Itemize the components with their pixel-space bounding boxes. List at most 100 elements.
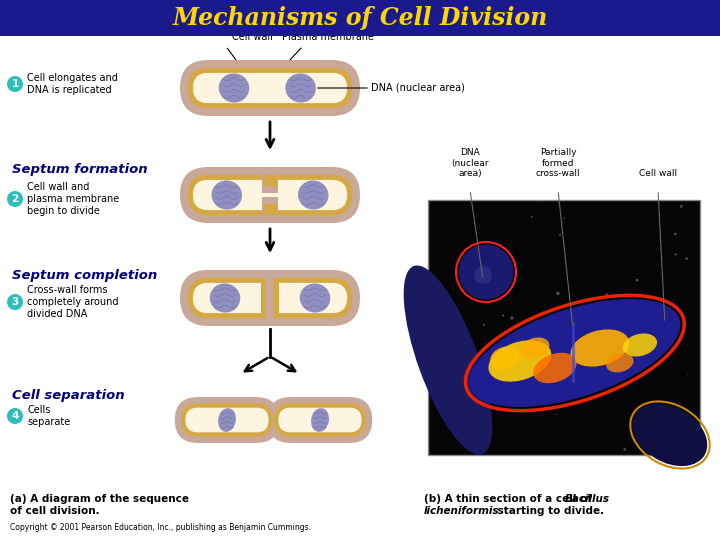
Circle shape <box>511 350 513 352</box>
Circle shape <box>564 218 565 219</box>
FancyBboxPatch shape <box>193 73 347 103</box>
Ellipse shape <box>488 340 552 382</box>
Ellipse shape <box>210 284 240 313</box>
Text: Bacillus: Bacillus <box>565 494 610 504</box>
Circle shape <box>644 332 646 334</box>
FancyBboxPatch shape <box>185 408 269 433</box>
Circle shape <box>543 361 545 363</box>
Ellipse shape <box>633 404 707 466</box>
Circle shape <box>674 233 677 235</box>
Text: Mechanisms of Cell Division: Mechanisms of Cell Division <box>172 6 548 30</box>
Ellipse shape <box>311 408 329 432</box>
Bar <box>274 278 279 318</box>
FancyBboxPatch shape <box>193 180 347 210</box>
Circle shape <box>510 316 513 320</box>
Ellipse shape <box>490 347 520 369</box>
Circle shape <box>502 314 504 316</box>
Text: Cell elongates and
DNA is replicated: Cell elongates and DNA is replicated <box>27 73 118 95</box>
FancyBboxPatch shape <box>274 403 366 436</box>
FancyBboxPatch shape <box>180 60 360 116</box>
Text: Septum formation: Septum formation <box>12 163 148 176</box>
Circle shape <box>624 448 626 451</box>
Circle shape <box>638 425 642 428</box>
Circle shape <box>531 216 533 218</box>
Bar <box>261 278 266 318</box>
FancyBboxPatch shape <box>193 283 347 313</box>
Ellipse shape <box>404 266 492 455</box>
Ellipse shape <box>219 73 249 103</box>
Circle shape <box>606 293 608 295</box>
Bar <box>262 175 278 193</box>
Text: Cross-wall forms
completely around
divided DNA: Cross-wall forms completely around divid… <box>27 286 119 319</box>
Circle shape <box>7 294 23 310</box>
Ellipse shape <box>570 329 629 367</box>
Text: 4: 4 <box>12 411 19 421</box>
FancyBboxPatch shape <box>180 167 360 223</box>
Text: Plasma membrane: Plasma membrane <box>282 32 374 42</box>
FancyBboxPatch shape <box>175 397 279 443</box>
FancyBboxPatch shape <box>188 68 352 108</box>
Bar <box>262 197 278 215</box>
Circle shape <box>562 372 566 375</box>
Text: Cell separation: Cell separation <box>12 388 125 402</box>
Ellipse shape <box>298 180 328 210</box>
Ellipse shape <box>469 299 680 407</box>
Circle shape <box>516 276 517 278</box>
Text: Cell wall: Cell wall <box>232 32 272 42</box>
Ellipse shape <box>218 408 236 432</box>
Circle shape <box>556 292 559 295</box>
Ellipse shape <box>300 284 330 313</box>
Circle shape <box>482 324 485 326</box>
Ellipse shape <box>606 354 634 373</box>
Circle shape <box>448 398 450 400</box>
Text: Cells
separate: Cells separate <box>27 405 71 427</box>
Bar <box>263 204 277 215</box>
Circle shape <box>540 200 541 201</box>
Circle shape <box>636 279 639 281</box>
Ellipse shape <box>285 73 316 103</box>
Ellipse shape <box>474 266 492 284</box>
Text: Septum completion: Septum completion <box>12 269 157 282</box>
Bar <box>0 0 720 36</box>
Circle shape <box>7 76 23 92</box>
Text: 2: 2 <box>12 194 19 204</box>
Text: 1: 1 <box>12 79 19 89</box>
FancyBboxPatch shape <box>279 408 361 433</box>
Text: licheniformis: licheniformis <box>424 506 500 516</box>
Text: starting to divide.: starting to divide. <box>494 506 604 516</box>
Circle shape <box>689 439 692 443</box>
Circle shape <box>674 253 677 255</box>
Bar <box>263 175 277 186</box>
Text: 3: 3 <box>12 297 19 307</box>
Circle shape <box>685 258 688 260</box>
Circle shape <box>539 313 542 316</box>
Text: Cell wall: Cell wall <box>639 169 677 178</box>
Circle shape <box>7 191 23 207</box>
Text: Cell wall and
plasma membrane
begin to divide: Cell wall and plasma membrane begin to d… <box>27 183 120 215</box>
Text: DNA (nuclear area): DNA (nuclear area) <box>371 83 465 93</box>
Circle shape <box>476 388 478 390</box>
Circle shape <box>556 414 557 415</box>
Ellipse shape <box>212 180 242 210</box>
Text: Copyright © 2001 Pearson Education, Inc., publishing as Benjamin Cummings.: Copyright © 2001 Pearson Education, Inc.… <box>10 523 311 532</box>
FancyBboxPatch shape <box>188 175 352 215</box>
Text: Partially
formed
cross-wall: Partially formed cross-wall <box>536 148 580 178</box>
FancyBboxPatch shape <box>180 270 360 326</box>
Text: (b) A thin section of a cell of: (b) A thin section of a cell of <box>424 494 595 504</box>
Circle shape <box>7 408 23 424</box>
Circle shape <box>619 332 623 335</box>
Bar <box>261 270 279 326</box>
Circle shape <box>622 303 626 307</box>
Circle shape <box>631 369 634 372</box>
Text: DNA
(nuclear
area): DNA (nuclear area) <box>451 148 489 178</box>
FancyBboxPatch shape <box>188 278 352 318</box>
FancyBboxPatch shape <box>268 397 372 443</box>
Ellipse shape <box>459 245 513 300</box>
Circle shape <box>559 234 561 236</box>
Bar <box>428 200 700 455</box>
Ellipse shape <box>623 333 657 356</box>
FancyBboxPatch shape <box>181 403 273 436</box>
Ellipse shape <box>521 338 549 359</box>
Ellipse shape <box>534 353 577 383</box>
Circle shape <box>680 205 683 208</box>
